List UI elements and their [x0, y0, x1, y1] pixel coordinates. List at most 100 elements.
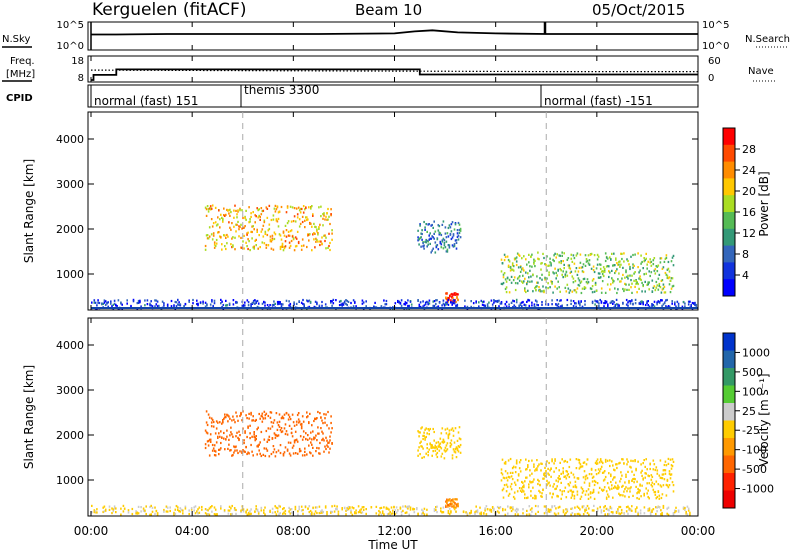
echo-cell: [582, 263, 585, 266]
echo-cell: [299, 207, 302, 210]
colorbar-cell: [723, 350, 735, 369]
echo-cell: [571, 275, 574, 278]
echo-cell: [572, 473, 575, 476]
echo-cell: [454, 506, 456, 509]
echo-cell: [609, 488, 611, 491]
echo-cell: [638, 277, 640, 280]
echo-cell: [602, 270, 605, 273]
echo-cell: [647, 300, 649, 303]
echo-cell: [526, 283, 528, 286]
echo-cell: [292, 421, 295, 424]
echo-cell: [625, 473, 627, 476]
echo-cell: [207, 513, 209, 516]
echo-cell: [251, 435, 253, 438]
echo-cell: [630, 279, 632, 282]
echo-cell: [500, 301, 503, 304]
echo-cell: [345, 513, 347, 516]
echo-cell: [329, 222, 331, 226]
echo-cell: [561, 273, 563, 276]
echo-cell: [274, 302, 276, 305]
echo-cell: [201, 508, 203, 511]
echo-cell: [417, 449, 419, 452]
echo-cell: [639, 300, 642, 303]
echo-cell: [389, 513, 391, 516]
echo-cell: [577, 300, 580, 303]
echo-cell: [298, 508, 300, 511]
echo-cell: [298, 420, 301, 423]
echo-cell: [227, 235, 229, 238]
echo-cell: [213, 241, 216, 244]
echo-cell: [633, 272, 635, 275]
echo-cell: [307, 300, 309, 303]
echo-cell: [234, 248, 236, 251]
echo-cell: [575, 267, 578, 270]
echo-cell: [662, 287, 665, 290]
echo-cell: [256, 230, 258, 233]
echo-cell: [211, 505, 213, 508]
echo-cell: [541, 262, 543, 265]
echo-cell: [550, 280, 552, 283]
echo-cell: [418, 435, 420, 438]
echo-cell: [440, 243, 443, 246]
echo-cell: [336, 505, 338, 508]
echo-cell: [551, 303, 553, 306]
echo-cell: [207, 444, 210, 447]
echo-cell: [563, 460, 565, 463]
echo-cell: [324, 417, 326, 420]
echo-cell: [458, 231, 461, 234]
echo-cell: [662, 469, 665, 472]
echo-cell: [615, 270, 617, 273]
echo-cell: [211, 449, 214, 452]
echo-cell: [304, 219, 306, 222]
echo-cell: [233, 451, 235, 454]
nsky-series: [91, 29, 698, 36]
echo-cell: [289, 512, 292, 515]
echo-cell: [96, 304, 98, 307]
echo-cell: [433, 300, 436, 303]
echo-cell: [418, 446, 420, 449]
echo-cell: [668, 270, 671, 273]
echo-cell: [455, 510, 457, 513]
echo-cell: [427, 303, 429, 306]
echo-cell: [217, 223, 219, 226]
echo-cell: [398, 300, 400, 303]
echo-cell: [254, 436, 256, 439]
echo-cell: [661, 493, 664, 496]
echo-cell: [241, 209, 243, 212]
echo-cell: [566, 460, 569, 464]
echo-cell: [644, 465, 646, 468]
echo-cell: [617, 508, 619, 511]
echo-cell: [206, 237, 209, 240]
echo-cell: [247, 425, 249, 428]
echo-cell: [306, 245, 308, 249]
echo-cell: [91, 504, 93, 507]
echo-cell: [112, 510, 115, 513]
echo-cell: [512, 299, 514, 302]
echo-cell: [175, 505, 178, 508]
echo-cell: [567, 483, 570, 486]
echo-cell: [301, 438, 304, 441]
echo-cell: [507, 459, 510, 462]
echo-cell: [620, 511, 623, 514]
echo-cell: [626, 463, 628, 466]
echo-cell: [221, 422, 223, 425]
echo-cell: [277, 424, 280, 427]
echo-cell: [426, 245, 428, 248]
echo-cell: [522, 489, 524, 492]
echo-cell: [283, 427, 286, 430]
echo-cell: [555, 487, 557, 490]
echo-cell: [643, 506, 646, 509]
echo-cell: [287, 230, 290, 233]
echo-cell: [257, 511, 260, 514]
echo-cell: [309, 451, 311, 454]
echo-cell: [192, 302, 194, 305]
echo-cell: [631, 274, 633, 277]
echo-cell: [503, 253, 506, 256]
echo-cell: [577, 302, 580, 305]
echo-cell: [389, 510, 391, 514]
echo-cell: [541, 278, 543, 281]
echo-cell: [265, 246, 268, 249]
echo-cell: [228, 505, 231, 508]
echo-cell: [595, 473, 598, 476]
echo-cell: [243, 234, 245, 237]
